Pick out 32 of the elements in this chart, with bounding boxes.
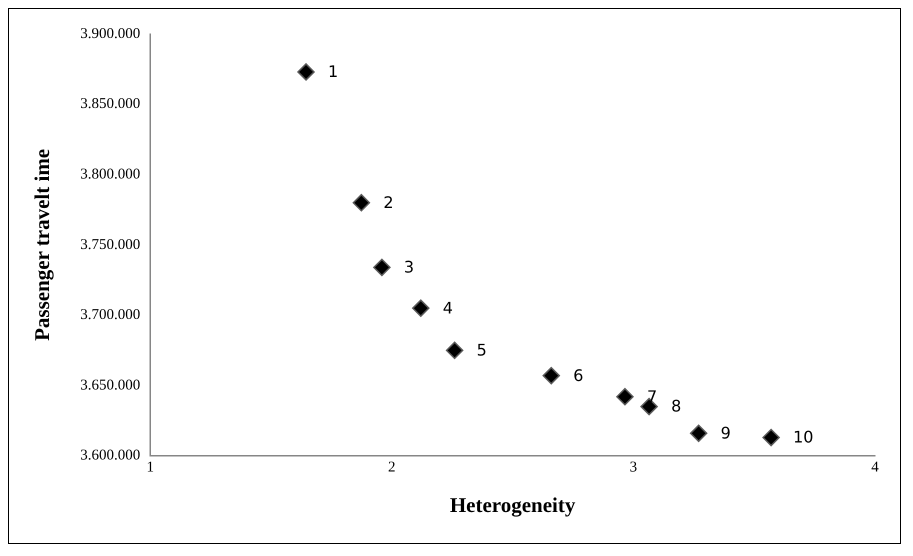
x-tick-label: 3 bbox=[630, 460, 638, 476]
y-axis-title: Passenger travelt ime bbox=[30, 148, 54, 341]
annotation: 9 bbox=[720, 423, 731, 442]
y-tick-label: 3.900.000 bbox=[80, 26, 140, 42]
y-tick-label: 3.650.000 bbox=[80, 377, 140, 394]
annotation: 2 bbox=[383, 192, 394, 212]
y-tick-label: 3.600.000 bbox=[80, 448, 140, 464]
point bbox=[616, 388, 634, 406]
point bbox=[352, 194, 370, 212]
annotation: 4 bbox=[442, 298, 453, 318]
x-tick-label: 2 bbox=[388, 460, 396, 476]
y-tick-label: 3.750.000 bbox=[80, 236, 140, 253]
point bbox=[373, 258, 391, 276]
annotation: 3 bbox=[404, 258, 414, 277]
annotation: 7 bbox=[646, 386, 658, 406]
annotation: 1 bbox=[328, 62, 338, 82]
point bbox=[412, 299, 430, 317]
x-tick-label: 1 bbox=[146, 460, 154, 476]
annotation: 8 bbox=[671, 396, 682, 416]
y-tick-label: 3.700.000 bbox=[80, 307, 140, 324]
point bbox=[690, 424, 708, 442]
annotation: 6 bbox=[573, 366, 584, 385]
point bbox=[762, 428, 780, 446]
annotation: 10 bbox=[793, 428, 814, 447]
point bbox=[297, 63, 315, 81]
annotation: 5 bbox=[476, 340, 487, 360]
point bbox=[446, 342, 464, 360]
x-tick-label: 4 bbox=[871, 460, 880, 476]
y-tick-label: 3.800.000 bbox=[80, 166, 140, 183]
point bbox=[542, 366, 560, 384]
x-axis-title: Heterogeneity bbox=[450, 492, 576, 517]
y-tick-label: 3.850.000 bbox=[80, 96, 140, 112]
